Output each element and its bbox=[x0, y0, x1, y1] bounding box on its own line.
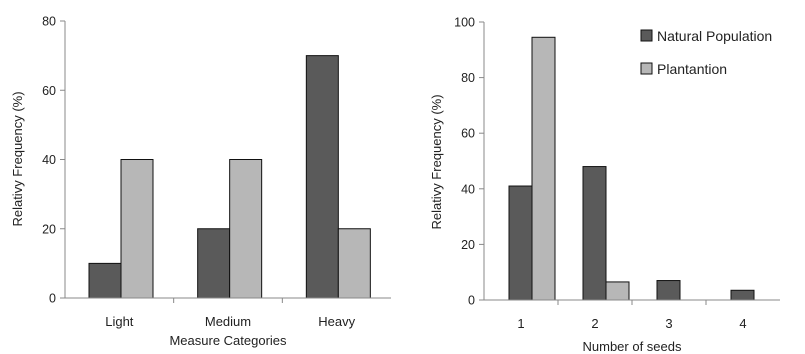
right-bar-series1 bbox=[656, 280, 681, 301]
left-bars bbox=[88, 55, 371, 299]
right-x-axis-label: Number of seeds bbox=[583, 339, 682, 354]
left-bar-series2 bbox=[229, 159, 263, 299]
right-x-tick-label: 2 bbox=[591, 316, 598, 331]
right-y-tick-label: 40 bbox=[461, 182, 475, 196]
left-y-tick-label: 20 bbox=[42, 222, 56, 236]
right-bar-series2 bbox=[605, 281, 630, 301]
left-y-axis: 0 20 40 60 80 bbox=[42, 15, 66, 306]
right-x-axis: 1 2 3 4 bbox=[484, 299, 780, 331]
right-x-tick-label: 4 bbox=[739, 316, 746, 331]
left-bar-series2 bbox=[337, 228, 371, 299]
left-bar-series1 bbox=[305, 55, 339, 299]
left-x-tick-label: Medium bbox=[205, 314, 251, 329]
right-chart: 0 20 40 60 80 100 1 2 3 4 Relativy Frequency (%)… bbox=[429, 16, 780, 354]
right-bar-series1 bbox=[508, 185, 533, 301]
right-bar-series1 bbox=[730, 289, 755, 301]
right-x-tick-label: 3 bbox=[665, 316, 672, 331]
legend-swatch-plantantion bbox=[640, 62, 653, 75]
left-bar-series1 bbox=[197, 228, 231, 299]
legend-label-plantantion: Plantantion bbox=[657, 61, 727, 77]
left-x-tick-label: Heavy bbox=[318, 314, 355, 329]
right-bar-series1 bbox=[582, 166, 607, 301]
legend: Natural Population Plantantion bbox=[640, 28, 772, 77]
left-y-tick-label: 80 bbox=[42, 15, 56, 29]
left-x-axis: Light Medium Heavy bbox=[65, 297, 391, 329]
left-chart: 0 20 40 60 80 Light Medium Heavy Relativy Freq… bbox=[10, 15, 391, 348]
right-y-tick-label: 0 bbox=[468, 294, 475, 308]
left-x-axis-label: Measure Categories bbox=[169, 333, 287, 348]
right-y-tick-label: 80 bbox=[461, 71, 475, 85]
right-bars bbox=[508, 36, 755, 301]
left-y-axis-label: Relativy Frequency (%) bbox=[10, 91, 25, 226]
legend-swatch-natural-population bbox=[640, 29, 653, 42]
left-y-tick-label: 40 bbox=[42, 153, 56, 167]
left-x-tick-label: Light bbox=[105, 314, 134, 329]
left-y-tick-label: 60 bbox=[42, 84, 56, 98]
left-bar-series2 bbox=[120, 159, 154, 299]
right-y-tick-label: 20 bbox=[461, 238, 475, 252]
right-y-axis: 0 20 40 60 80 100 bbox=[454, 16, 485, 308]
legend-label-natural-population: Natural Population bbox=[657, 28, 772, 44]
right-x-tick-label: 1 bbox=[517, 316, 524, 331]
left-bar-series1 bbox=[88, 262, 122, 299]
right-y-axis-label: Relativy Frequency (%) bbox=[429, 94, 444, 229]
left-y-tick-label: 0 bbox=[49, 292, 56, 306]
right-bar-series2 bbox=[531, 36, 556, 301]
right-y-tick-label: 100 bbox=[454, 16, 475, 30]
right-y-tick-label: 60 bbox=[461, 127, 475, 141]
